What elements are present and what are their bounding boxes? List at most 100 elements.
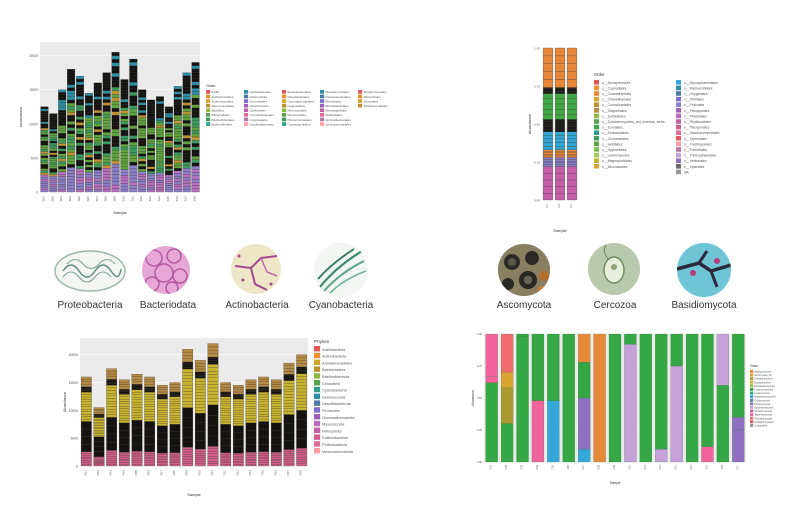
bacteria-order-bar-segment	[84, 144, 93, 148]
bacteria-phylum-bar-segment	[195, 395, 206, 399]
fungi-order-bar-segment	[555, 55, 565, 64]
fungi-order-legend-label: o__Pleosporales	[684, 126, 710, 130]
bacteria-order-bar-segment	[67, 164, 76, 168]
bacteria-order-bar-segment	[191, 91, 200, 95]
bacteria-phylum-bar-segment	[283, 451, 295, 454]
bacteria-order-bar-segment	[111, 139, 120, 144]
fungi-order-legend-swatch	[594, 108, 599, 113]
bacteria-order-bar-segment	[76, 168, 84, 172]
fungi-order-bar-segment	[567, 151, 577, 154]
bacteria-phylum-bar-segment	[245, 410, 257, 414]
bacteria-order-bar-segment	[173, 120, 182, 124]
bacteria-order-bar-segment	[40, 170, 49, 173]
bacteria-phylum-bar-segment	[182, 391, 193, 395]
bacteria-order-bar-segment	[147, 157, 156, 160]
bacteria-order-bar-segment	[182, 102, 191, 106]
bacteria-phylum-bar-segment	[131, 379, 143, 382]
bacteria-phylum-bar-segment	[106, 454, 117, 457]
fungi-class-legend-swatch	[750, 388, 754, 391]
fungi-order-bar-segment	[543, 157, 553, 160]
bacteria-order-bar-segment	[191, 188, 200, 193]
bacteria-order-legend-swatch	[320, 108, 325, 113]
fungi-order-legend-label: o__Dothideomycetes_ord_Incertae_sedis	[602, 120, 665, 124]
bacteria-order-bar-segment	[40, 140, 49, 144]
bacteria-phylum-bar-segment	[144, 421, 155, 430]
bacteria-order-bar-segment	[129, 178, 138, 183]
bacteria-phylum-bar-segment	[233, 456, 244, 459]
bacteria-order-bar-segment	[138, 148, 147, 152]
bacteria-phylum-bar-segment	[106, 414, 117, 418]
fungi-class-bar-segment	[624, 333, 637, 345]
bacteria-phylum-bar-segment	[81, 391, 92, 395]
actinobacteria-image	[231, 244, 281, 294]
fungi-order-bar-segment	[567, 155, 577, 158]
fungi-order-legend-swatch	[676, 141, 681, 147]
fungi-order-bar-segment	[567, 119, 577, 122]
bacteria-phylum-bar-segment	[106, 382, 117, 384]
bacteria-order-legend-swatch	[282, 117, 287, 122]
bacteria-phylum-bar-segment	[245, 392, 257, 395]
bacteria-phylum-bar-segment	[93, 462, 105, 464]
bacteria-phylum-bar-segment	[144, 436, 155, 445]
bacteria-order-bar-segment	[173, 131, 182, 135]
bacteria-order-bar-segment	[173, 157, 182, 161]
bacteria-phylum-bar-segment	[220, 384, 231, 388]
bacteria-order-bar-segment	[84, 125, 93, 128]
bacteria-order-xtick-label: S04	[68, 196, 72, 202]
fungi-class-bar-segment	[639, 333, 652, 463]
bacteria-phylum-bar-segment	[157, 396, 168, 398]
bacteria-phylum-bar-segment	[169, 396, 181, 400]
bacteria-phylum-legend-label: Bdellovibrionota	[322, 375, 350, 379]
bacteria-order-bar-segment	[138, 112, 147, 116]
bacteria-order-bar-segment	[120, 155, 129, 159]
bacteria-phylum-bar-segment	[271, 406, 282, 409]
fungi-class-legend-swatch	[750, 373, 754, 377]
fungi-class-ytick-label: 0.75	[477, 364, 483, 368]
bacteria-order-bar-segment	[164, 110, 173, 114]
bacteria-order-bar-segment	[84, 120, 93, 123]
bacteria-order-bar-segment	[191, 107, 200, 112]
bacteria-phylum-bar-segment	[169, 431, 181, 439]
bacteria-order-bar-segment	[129, 112, 138, 116]
bacteria-phylum-bar-segment	[81, 444, 92, 452]
fungi-order-legend-swatch	[594, 119, 599, 124]
fungi-order-legend-swatch	[676, 80, 681, 85]
bacteria-order-bar-segment	[156, 136, 164, 140]
fungi-class-legend-swatch	[750, 402, 754, 406]
bacteria-order-bar-segment	[93, 183, 102, 187]
bacteria-phylum-ytick-label: 0	[76, 465, 78, 469]
bacteria-order-bar-segment	[164, 164, 173, 167]
bacteria-order-bar-segment	[173, 152, 182, 156]
bacteria-order-bar-segment	[40, 185, 49, 188]
bacteria-order-bar-segment	[120, 146, 129, 150]
bacteria-order-bar-segment	[147, 152, 156, 156]
bacteria-order-chart: 0 5000 10000 15000 20000 S01 S02 S03 S04 S05 S06 S0…	[18, 30, 395, 215]
bacteria-phylum-bar-segment	[258, 428, 269, 437]
bacteria-phylum-bar-segment	[271, 381, 282, 385]
bacteria-order-legend-label: Rhizobiales	[326, 99, 342, 103]
bacteria-order-bar-segment	[138, 181, 147, 185]
bacteria-order-bar-segment	[49, 148, 58, 151]
bacteria-phylum-bar-segment	[119, 458, 130, 461]
fungi-class-xtick-label: C16	[720, 464, 724, 469]
bacteria-order-bar-segment	[138, 104, 147, 108]
bacteria-phylum-bar-segment	[81, 414, 92, 417]
bacteria-order-bar-segment	[182, 108, 191, 112]
bacteria-order-bar-segment	[111, 115, 120, 119]
fungi-order-bar-segment	[543, 63, 553, 72]
bacteria-order-bar-segment	[138, 186, 147, 190]
bacteria-order-bar-segment	[67, 176, 76, 180]
fungi-order-bar-segment	[555, 142, 565, 147]
bacteria-order-bar-segment	[84, 167, 93, 170]
fungi-order-bar-segment	[555, 186, 565, 194]
bacteria-phylum-bar-segment	[106, 368, 117, 372]
bacteria-order-bar-segment	[58, 156, 67, 159]
bacteria-order-bar-segment	[84, 159, 93, 163]
bacteria-order-bar-segment	[93, 134, 102, 138]
bacteria-phylum-bar-segment	[258, 444, 269, 452]
bacteria-order-bar-segment	[138, 110, 147, 113]
bacteria-order-bar-segment	[102, 81, 111, 85]
bacteria-order-bar-segment	[84, 110, 93, 114]
bacteria-order-bar-segment	[84, 189, 93, 193]
bacteria-order-bar-segment	[156, 117, 164, 121]
